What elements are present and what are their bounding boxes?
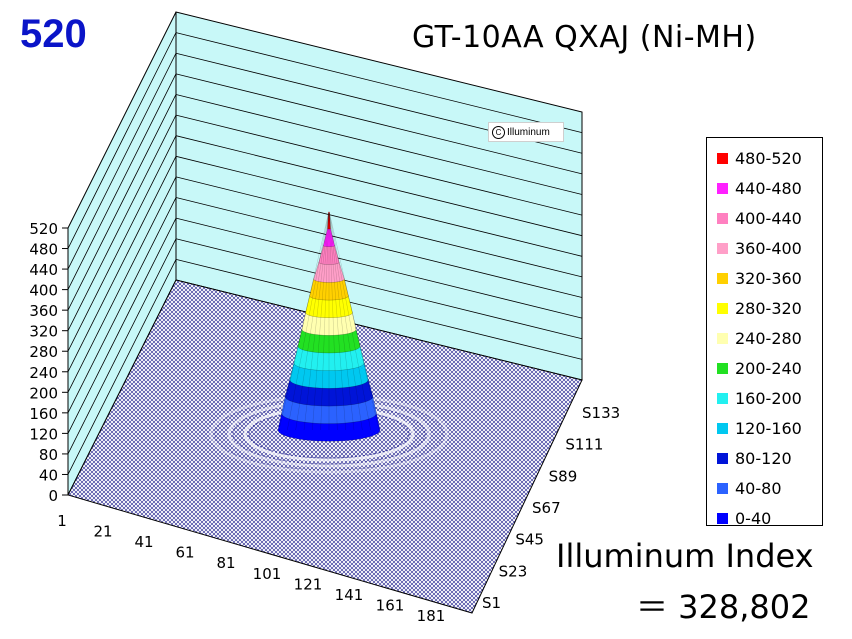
z-tick-520: 520	[29, 220, 58, 238]
legend-swatch	[717, 422, 728, 434]
z-tick-40: 40	[39, 466, 58, 484]
y-tick-S111: S111	[565, 436, 603, 454]
z-tick-280: 280	[29, 343, 58, 361]
legend-item-360-400: 360-400	[707, 233, 822, 263]
z-tick-200: 200	[29, 384, 58, 402]
x-tick-81: 81	[216, 554, 235, 572]
legend-label: 40-80	[735, 478, 782, 498]
legend-label: 120-160	[735, 418, 802, 438]
legend-label: 240-280	[735, 328, 802, 348]
y-tick-S23: S23	[499, 562, 528, 580]
legend-item-320-360: 320-360	[707, 263, 822, 293]
legend-item-280-320: 280-320	[707, 293, 822, 323]
legend-label: 360-400	[735, 238, 802, 258]
legend-item-400-440: 400-440	[707, 203, 822, 233]
y-tick-S89: S89	[549, 467, 578, 485]
legend-swatch	[717, 452, 728, 464]
x-tick-61: 61	[175, 544, 194, 562]
legend-swatch	[717, 272, 728, 284]
plot-floor	[67, 279, 583, 614]
chart-title: GT-10AA QXAJ (Ni-MH)	[412, 20, 757, 55]
band-480-520	[327, 211, 331, 230]
y-tick-S1: S1	[482, 594, 501, 612]
legend-swatch	[717, 362, 728, 374]
z-tick-0: 0	[48, 487, 58, 505]
z-tick-320: 320	[29, 323, 58, 341]
legend-label: 200-240	[735, 358, 802, 378]
floor-plane	[67, 279, 583, 614]
index-value: ＝ 328,802	[636, 588, 811, 626]
legend-swatch	[717, 512, 728, 524]
legend-item-40-80: 40-80	[707, 473, 822, 503]
z-tick-440: 440	[29, 261, 58, 279]
z-tick-400: 400	[29, 282, 58, 300]
legend-label: 80-120	[735, 448, 792, 468]
legend-label: 400-440	[735, 208, 802, 228]
legend-label: 480-520	[735, 148, 802, 168]
legend-swatch	[717, 212, 728, 224]
legend-swatch	[717, 182, 728, 194]
plot-walls	[67, 11, 583, 496]
legend-item-0-40: 0-40	[707, 503, 822, 533]
legend-label: 280-320	[735, 298, 802, 318]
legend-item-120-160: 120-160	[707, 413, 822, 443]
z-tick-480: 480	[29, 241, 58, 259]
illuminance-peak	[277, 211, 381, 442]
x-tick-1: 1	[57, 512, 67, 530]
legend-swatch	[717, 332, 728, 344]
y-tick-S67: S67	[532, 499, 561, 517]
x-tick-161: 161	[376, 596, 405, 614]
legend-label: 0-40	[735, 508, 772, 528]
y-axis-ticks: S1 S23 S45 S67 S89 S111 S133	[482, 404, 620, 612]
index-label: Illuminum Index	[556, 537, 814, 575]
legend-label: 440-480	[735, 178, 802, 198]
legend-swatch	[717, 242, 728, 254]
x-tick-101: 101	[253, 565, 282, 583]
y-tick-S45: S45	[515, 531, 544, 549]
x-tick-41: 41	[134, 533, 153, 551]
z-tick-240: 240	[29, 364, 58, 382]
legend-label: 160-200	[735, 388, 802, 408]
watermark-text: Illuminum	[507, 127, 550, 138]
legend-item-240-280: 240-280	[707, 323, 822, 353]
peak-value-label: 520	[20, 12, 87, 56]
legend-swatch	[717, 152, 728, 164]
legend-label: 320-360	[735, 268, 802, 288]
legend: 480-520 440-480 400-440 360-400 320-360 280-3…	[706, 137, 823, 528]
legend-swatch	[717, 392, 728, 404]
legend-item-80-120: 80-120	[707, 443, 822, 473]
legend-item-200-240: 200-240	[707, 353, 822, 383]
legend-item-160-200: 160-200	[707, 383, 822, 413]
z-tick-120: 120	[29, 425, 58, 443]
x-tick-181: 181	[417, 607, 446, 625]
watermark: C Illuminum	[488, 122, 564, 142]
x-tick-21: 21	[93, 523, 112, 541]
copyright-icon: C	[492, 125, 505, 139]
legend-swatch	[717, 482, 728, 494]
z-tick-160: 160	[29, 405, 58, 423]
legend-item-440-480: 440-480	[707, 173, 822, 203]
y-tick-S133: S133	[582, 404, 620, 422]
z-tick-80: 80	[39, 446, 58, 464]
legend-item-480-520: 480-520	[707, 143, 822, 173]
x-tick-141: 141	[335, 586, 364, 604]
legend-swatch	[717, 302, 728, 314]
x-tick-121: 121	[294, 575, 323, 593]
z-tick-360: 360	[29, 302, 58, 320]
